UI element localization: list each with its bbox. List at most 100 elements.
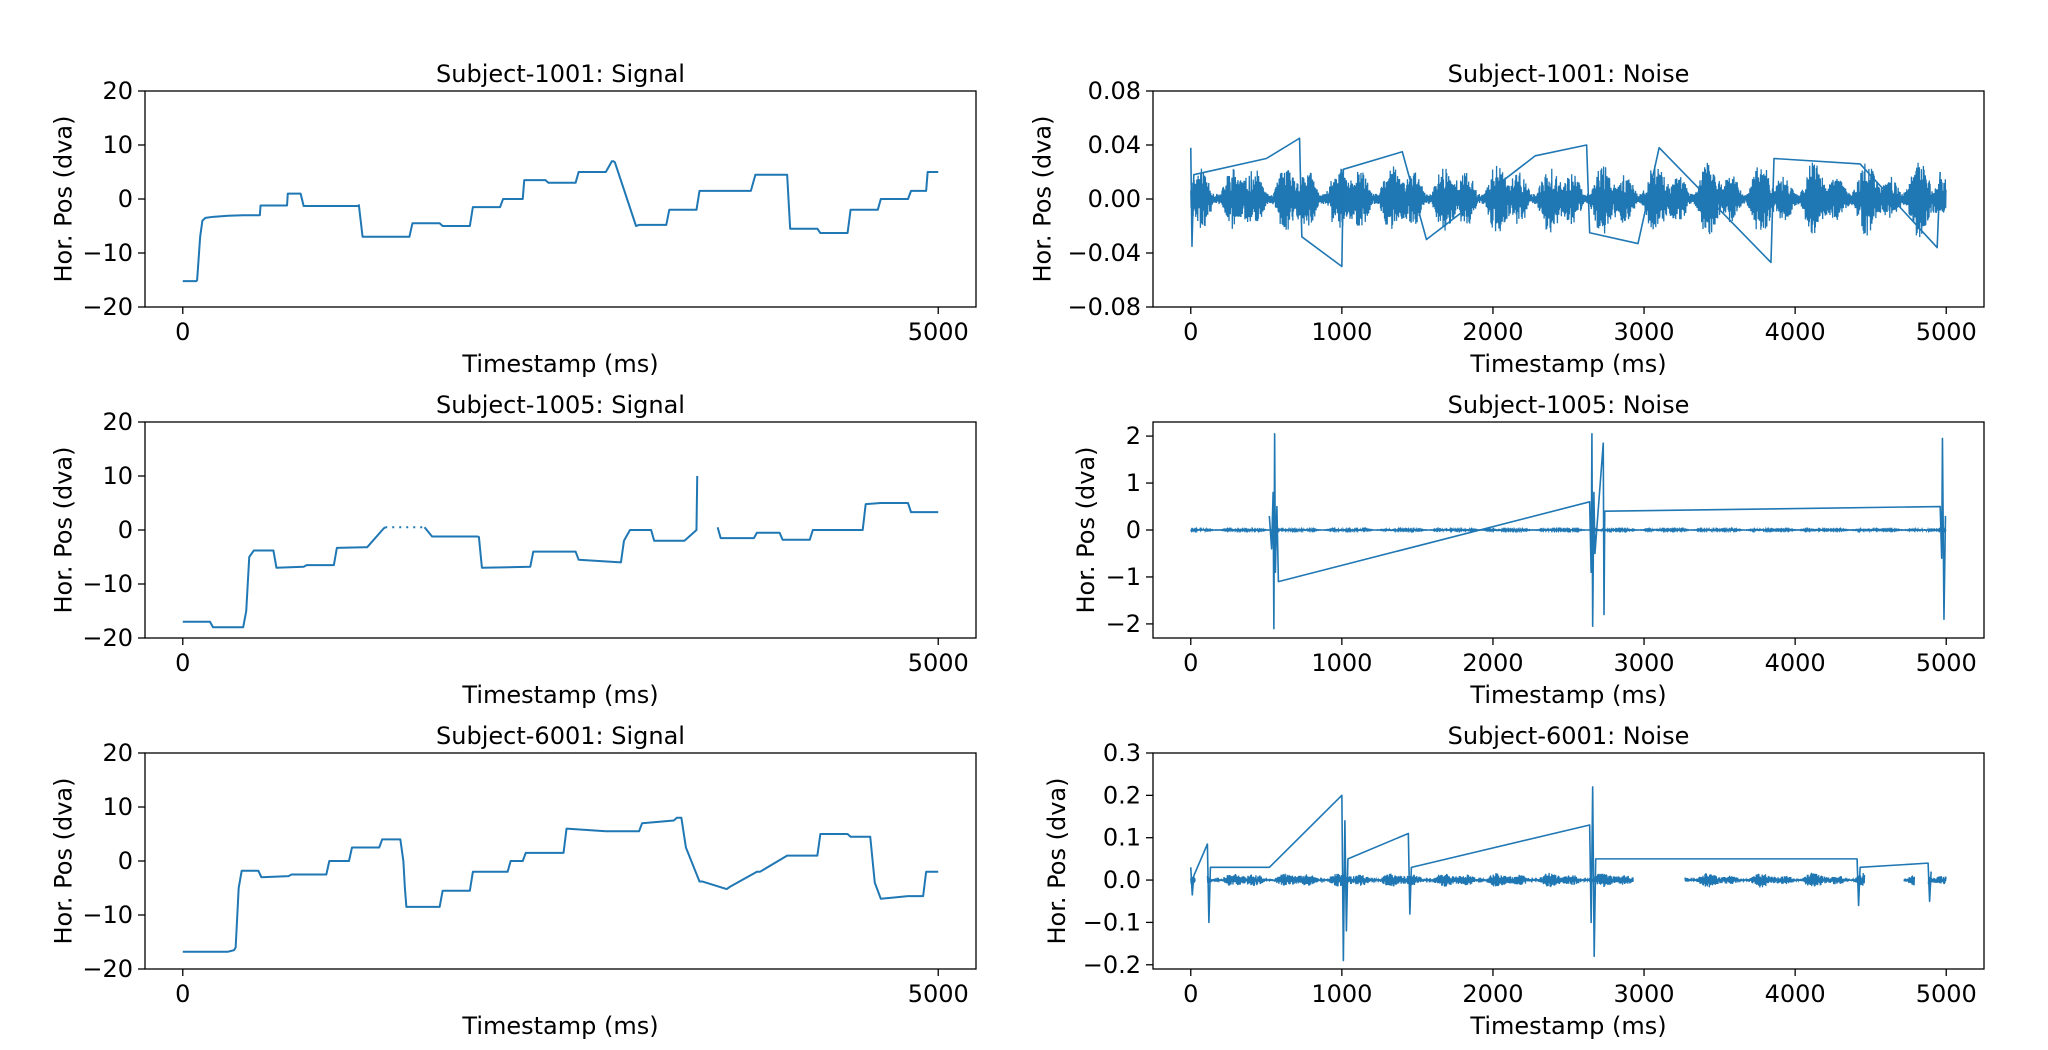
plot-area [1189,137,1947,268]
y-tick-label: −20 [82,624,133,652]
series-line [1189,786,1932,962]
x-tick-label: 5000 [1916,318,1977,346]
y-tick-label: 0 [118,185,133,213]
x-tick-label: 0 [175,649,190,677]
y-tick-label: 20 [102,739,133,767]
chart-title: Subject-6001: Signal [436,722,685,750]
noise-trace [1190,526,1947,534]
noise-trace [1190,872,1947,888]
x-tick-label: 2000 [1462,318,1523,346]
x-tick-label: 0 [1183,649,1198,677]
plot-area [1189,786,1947,962]
chart-title: Subject-1005: Signal [436,391,685,419]
y-tick-label: 0.2 [1103,781,1141,809]
y-tick-label: 2 [1126,422,1141,450]
x-axis-label: Timestamp (ms) [1469,1012,1666,1040]
chart-title: Subject-1001: Signal [436,60,685,88]
x-tick-label: 4000 [1765,318,1826,346]
y-tick-label: 20 [102,77,133,105]
y-tick-label: −0.08 [1067,293,1141,321]
x-tick-label: 5000 [1916,649,1977,677]
y-tick-label: −0.04 [1067,239,1141,267]
series-line [716,502,939,541]
x-tick-label: 5000 [908,980,969,1008]
x-tick-label: 1000 [1311,980,1372,1008]
y-tick-label: 0 [118,847,133,875]
y-axis-label: Hor. Pos (dva) [1029,116,1057,283]
panel-subject-6001-noise: Subject-6001: Noise Timestamp (ms) Hor. … [1043,722,1985,1040]
x-tick-label: 3000 [1614,318,1675,346]
x-axis-label: Timestamp (ms) [461,681,658,709]
y-axis-label: Hor. Pos (dva) [1043,778,1071,945]
y-tick-label: 0.08 [1088,77,1141,105]
y-axis-label: Hor. Pos (dva) [1072,447,1100,614]
axes-frame [1152,752,1985,970]
panel-subject-1005-noise: Subject-1005: Noise Timestamp (ms) Hor. … [1072,391,1985,709]
chart-title: Subject-6001: Noise [1448,722,1690,750]
x-tick-label: 4000 [1765,980,1826,1008]
panel-subject-6001-signal: Subject-6001: Signal Timestamp (ms) Hor.… [50,722,977,1040]
series-line [182,192,359,283]
x-axis-label: Timestamp (ms) [461,1012,658,1040]
x-tick-label: 5000 [1916,980,1977,1008]
x-tick-label: 5000 [908,649,969,677]
chart-title: Subject-1005: Noise [1448,391,1690,419]
y-tick-label: −10 [82,239,133,267]
series-line [182,816,939,953]
x-tick-label: 0 [175,980,190,1008]
x-tick-label: 0 [1183,980,1198,1008]
y-tick-label: 0.04 [1088,131,1141,159]
y-tick-label: −0.2 [1083,951,1141,979]
x-axis-label: Timestamp (ms) [1469,681,1666,709]
series-line [357,160,939,238]
chart-title: Subject-1001: Noise [1448,60,1690,88]
noise-trace [1190,162,1947,238]
series-line [1268,432,1947,630]
series-line [182,526,386,629]
y-tick-label: 0.00 [1088,185,1141,213]
x-tick-label: 2000 [1462,649,1523,677]
y-axis-label: Hor. Pos (dva) [50,447,78,614]
y-tick-label: 20 [102,408,133,436]
y-tick-label: 0.0 [1103,866,1141,894]
y-tick-label: 10 [102,793,133,821]
y-tick-label: 10 [102,462,133,490]
y-tick-label: 0.3 [1103,739,1141,767]
panel-subject-1005-signal: Subject-1005: Signal Timestamp (ms) Hor.… [50,391,977,709]
x-tick-label: 3000 [1614,980,1675,1008]
y-tick-label: 1 [1126,469,1141,497]
y-tick-label: 0 [118,516,133,544]
x-tick-label: 5000 [908,318,969,346]
y-tick-label: −2 [1106,610,1141,638]
y-tick-label: 10 [102,131,133,159]
plot-area [182,816,939,953]
x-tick-label: 0 [1183,318,1198,346]
y-tick-label: −1 [1106,563,1141,591]
axes-frame [144,90,977,308]
panel-subject-1001-signal: Subject-1001: Signal Timestamp (ms) Hor.… [50,60,977,378]
y-tick-label: 0.1 [1103,824,1141,852]
y-axis-label: Hor. Pos (dva) [50,778,78,945]
x-tick-label: 1000 [1311,649,1372,677]
series-line [1189,137,1941,268]
x-tick-label: 3000 [1614,649,1675,677]
y-tick-label: −10 [82,570,133,598]
x-tick-label: 0 [175,318,190,346]
y-tick-label: −20 [82,955,133,983]
panel-subject-1001-noise: Subject-1001: Noise Timestamp (ms) Hor. … [1029,60,1985,378]
x-axis-label: Timestamp (ms) [461,350,658,378]
axes-frame [144,752,977,970]
y-tick-label: −10 [82,901,133,929]
y-tick-label: 0 [1126,516,1141,544]
y-axis-label: Hor. Pos (dva) [50,116,78,283]
plot-area [1190,432,1947,630]
x-tick-label: 1000 [1311,318,1372,346]
x-tick-label: 4000 [1765,649,1826,677]
plot-area [182,475,939,629]
x-axis-label: Timestamp (ms) [1469,350,1666,378]
plot-area [182,160,939,283]
series-line [423,475,699,569]
x-tick-label: 2000 [1462,980,1523,1008]
y-tick-label: −0.1 [1083,908,1141,936]
